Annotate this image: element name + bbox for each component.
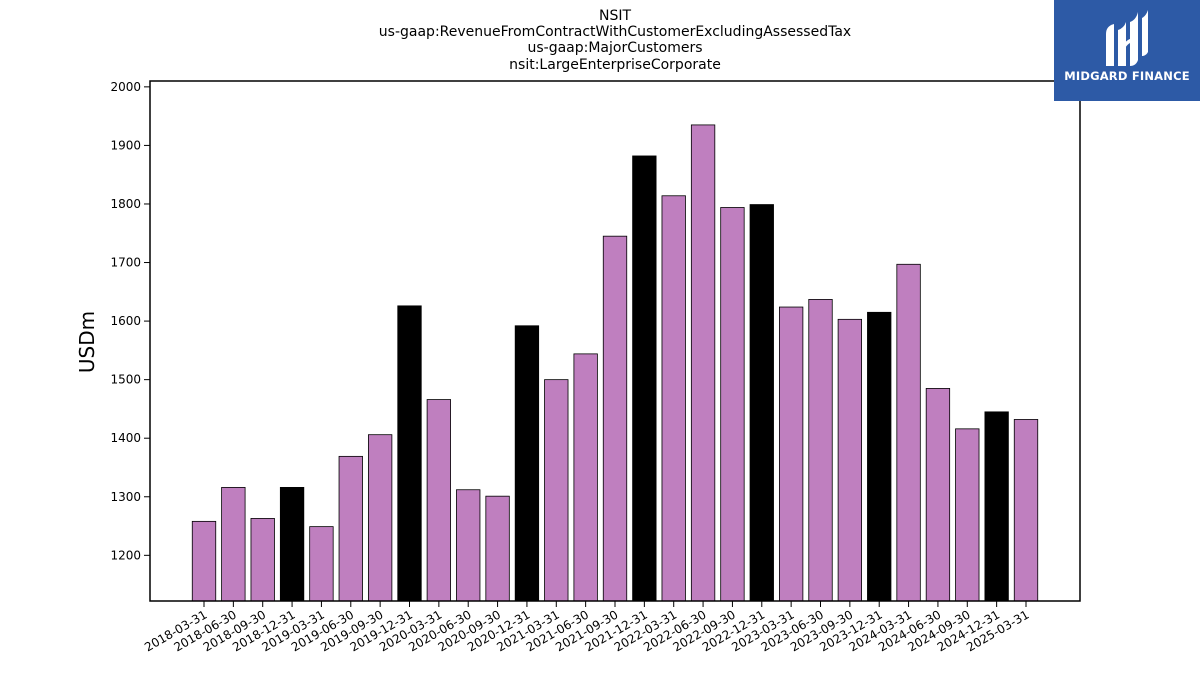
bar-2021-03-31 (544, 379, 569, 602)
bar-2023-09-30 (837, 318, 862, 602)
chart-title: NSIT us-gaap:RevenueFromContractWithCust… (379, 8, 851, 73)
y-tick-label-1400: 1400 (110, 431, 141, 445)
bar-2019-06-30 (338, 455, 363, 602)
bar-2020-12-31 (514, 325, 540, 602)
brand-name: MIDGARD FINANCE (1064, 69, 1190, 83)
y-tick-label-2000: 2000 (110, 80, 141, 94)
y-tick-label-1700: 1700 (110, 256, 141, 270)
bar-2022-09-30 (720, 207, 745, 602)
bar-2019-09-30 (367, 434, 393, 602)
bar-2024-09-30 (955, 428, 980, 602)
bar-2022-12-31 (749, 204, 774, 602)
bar-2023-03-31 (779, 306, 804, 602)
y-tick-label-1600: 1600 (110, 314, 141, 328)
bar-2022-06-30 (690, 124, 716, 602)
y-axis-label: USDm (75, 311, 99, 373)
bar-2020-06-30 (456, 489, 481, 602)
bar-2021-12-31 (632, 155, 657, 602)
y-tick-label-1800: 1800 (110, 197, 141, 211)
brand-logo: MIDGARD FINANCE (1054, 0, 1200, 101)
bar-2025-03-31 (1013, 419, 1039, 602)
title-line-3: us-gaap:MajorCustomers (527, 40, 702, 56)
bar-2019-12-31 (397, 305, 422, 602)
bar-2022-03-31 (661, 195, 686, 602)
bar-2018-09-30 (250, 518, 275, 602)
bar-2023-06-30 (808, 299, 833, 602)
midgard-logo-mark-icon (1106, 10, 1148, 66)
bar-2021-06-30 (573, 353, 598, 602)
bar-2023-12-31 (867, 311, 892, 602)
bar-2018-12-31 (279, 486, 305, 602)
bar-2024-12-31 (984, 411, 1009, 602)
bar-2021-09-30 (602, 235, 628, 602)
y-tick-label-1200: 1200 (110, 548, 141, 562)
y-tick-label-1300: 1300 (110, 490, 141, 504)
bar-2019-03-31 (309, 526, 334, 602)
bar-2018-06-30 (221, 486, 246, 602)
plot-frame (149, 80, 1081, 602)
title-line-1: NSIT (599, 8, 631, 24)
y-tick-label-1500: 1500 (110, 373, 141, 387)
bars-group (191, 124, 1039, 602)
y-axis: 1200 1300 1400 1500 1600 1700 1800 1900 2000 (110, 80, 150, 562)
title-line-4: nsit:LargeEnterpriseCorporate (509, 57, 721, 73)
bar-2024-06-30 (925, 388, 951, 602)
x-axis: 2018-03-312018-06-302018-09-302018-12-31… (142, 601, 1032, 654)
bar-2020-09-30 (485, 495, 510, 602)
bar-2020-03-31 (426, 399, 451, 602)
bar-2024-03-31 (896, 263, 921, 602)
title-line-2: us-gaap:RevenueFromContractWithCustomerE… (379, 24, 851, 40)
y-tick-label-1900: 1900 (110, 138, 141, 152)
bar-2018-03-31 (191, 520, 217, 602)
